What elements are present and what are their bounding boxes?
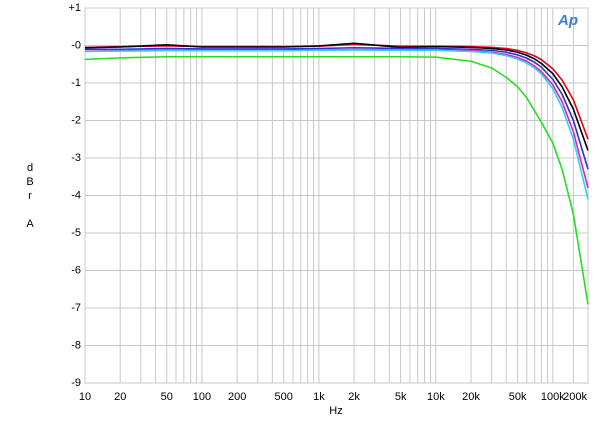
x-tick-label: 200 [228, 391, 246, 403]
y-tick-label: -7 [71, 302, 81, 314]
y-tick-label: -1 [71, 77, 81, 89]
series-line [84, 55, 589, 305]
x-tick-label: 2k [348, 391, 360, 403]
x-tick-label: 50k [509, 391, 527, 403]
logo: Ap [557, 12, 578, 29]
y-axis-label: A [26, 218, 34, 230]
x-tick-label: 500 [275, 391, 293, 403]
x-tick-label: 100k [541, 391, 565, 403]
x-tick-label: 200k [563, 391, 587, 403]
x-tick-label: 5k [395, 391, 407, 403]
y-tick-label: -3 [71, 152, 81, 164]
x-axis-label: Hz [329, 405, 342, 417]
y-tick-label: -9 [71, 377, 81, 389]
series-line [85, 46, 589, 170]
y-tick-label: -6 [71, 264, 81, 276]
x-tick-label: 20k [462, 391, 480, 403]
y-tick-label: +1 [68, 2, 81, 14]
x-tick-label: 1k [313, 391, 325, 403]
y-tick-label: -8 [71, 339, 81, 351]
y-tick-label: -5 [71, 227, 81, 239]
y-axis-label: B [26, 176, 33, 188]
x-tick-label: 50 [161, 391, 173, 403]
series-line [84, 49, 589, 200]
y-tick-label: -2 [71, 114, 81, 126]
x-tick-label: 20 [114, 391, 126, 403]
y-tick-label: -4 [71, 189, 81, 201]
y-axis-label: r [28, 190, 32, 202]
series-line [84, 42, 589, 151]
x-tick-label: 100 [193, 391, 211, 403]
x-tick-label: 10k [427, 391, 445, 403]
y-axis-label: d [27, 162, 33, 174]
y-tick-label: -0 [71, 39, 81, 51]
x-tick-label: 10 [79, 391, 91, 403]
